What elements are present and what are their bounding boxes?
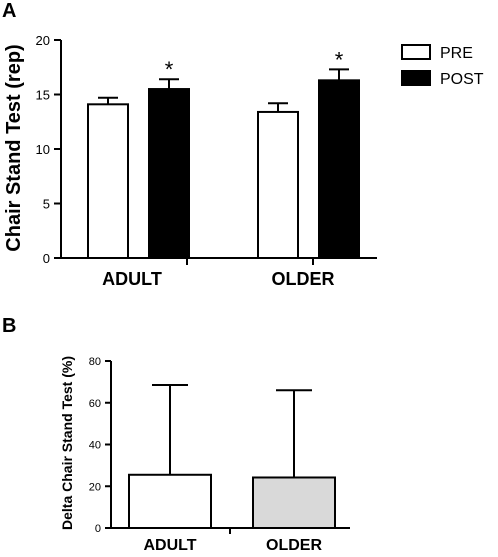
panel-b-category-older: OLDER (266, 537, 322, 554)
panel-b-label: B (2, 315, 16, 337)
panel-b: B Delta Chair Stand Test (%) 0 20 40 60 80 A… (2, 315, 350, 554)
panel-b-y-tick-label: 80 (89, 356, 101, 368)
panel-b-bar-adult (128, 473, 212, 529)
panel-a-category-older: OLDER (272, 269, 335, 289)
panel-a-y-tick-label: 5 (43, 197, 50, 212)
legend-swatch-post (401, 70, 431, 86)
panel-b-y-ticks: 0 20 40 60 80 (89, 356, 111, 535)
panel-b-y-tick-label: 20 (89, 481, 101, 493)
panel-b-category-adult: ADULT (143, 537, 196, 554)
panel-b-error-bars (152, 384, 312, 478)
panel-a-bar-pre-adult (87, 103, 129, 259)
panel-a-bar-post-adult (148, 88, 190, 259)
panel-a-y-tick-label: 10 (36, 142, 50, 157)
panel-a-bar-post-older (318, 79, 360, 259)
panel-a-y-ticks: 0 5 10 15 20 (36, 33, 61, 266)
significance-marker: * (165, 57, 174, 82)
panel-a-label: A (2, 0, 16, 22)
panel-a-category-adult: ADULT (102, 269, 162, 289)
panel-b-y-axis-title: Delta Chair Stand Test (%) (59, 356, 75, 530)
legend-label-pre: PRE (440, 45, 473, 62)
panel-a-bars (87, 79, 360, 259)
panel-a-y-tick-label: 0 (43, 251, 50, 266)
panel-b-y-tick-label: 0 (95, 523, 101, 535)
panel-a-y-tick-label: 15 (36, 88, 50, 103)
panel-a-error-bars (98, 68, 349, 112)
panel-b-y-tick-label: 60 (89, 398, 101, 410)
panel-b-bars (128, 473, 336, 530)
panel-b-y-tick-label: 40 (89, 440, 101, 452)
significance-marker: * (335, 47, 344, 72)
panel-a-annotations: * * (165, 47, 344, 82)
panel-b-bar-older (252, 476, 336, 530)
legend: PRE POST (401, 44, 484, 88)
panel-a-bar-pre-older (257, 110, 299, 259)
legend-swatch-pre (401, 44, 431, 60)
panel-a-y-tick-label: 20 (36, 33, 50, 48)
panel-a-y-axis-title: Chair Stand Test (rep) (3, 44, 25, 251)
legend-label-post: POST (440, 71, 484, 88)
